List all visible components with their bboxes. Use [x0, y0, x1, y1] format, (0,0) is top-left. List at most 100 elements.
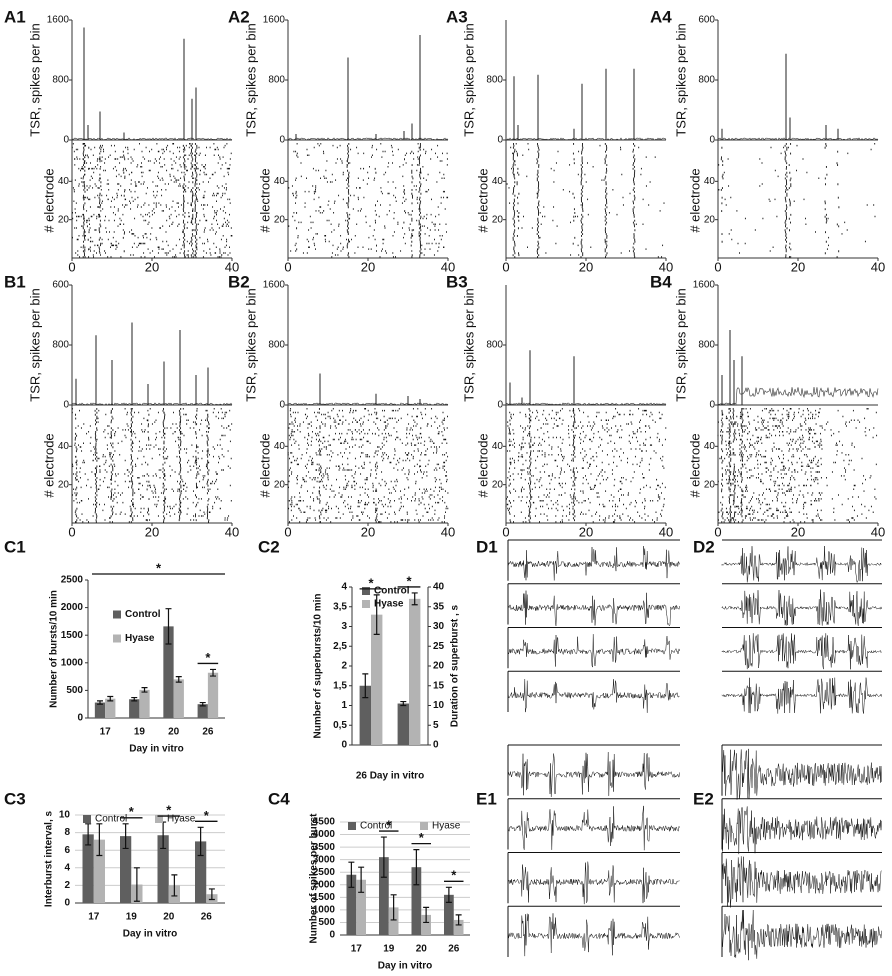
y-tick-label: 800 [698, 340, 715, 351]
bar [93, 839, 105, 903]
y-tick-label: 3500 [313, 842, 336, 853]
raster [506, 143, 665, 258]
voltage-trace [721, 589, 882, 626]
x-axis-label: Day in vitro [378, 961, 432, 972]
legend-label: Hyase [167, 814, 196, 825]
y-tick-label: 0 [497, 135, 503, 146]
y2-tick-label: 30 [433, 621, 445, 632]
legend-swatch [113, 634, 121, 643]
significance-mark: * [205, 650, 211, 665]
y-tick-label: 800 [486, 75, 503, 86]
legend-swatch [113, 610, 121, 619]
bar [409, 598, 421, 745]
y-tick-label: 20 [492, 479, 504, 490]
bar [397, 703, 409, 745]
y2-tick-label: 20 [433, 661, 445, 672]
panel-label: B3 [446, 272, 468, 291]
y-tick-label: 2 [341, 661, 347, 672]
x-tick-label: 20 [361, 524, 375, 539]
y-axis-label: # electrode [41, 168, 56, 232]
legend-swatch [155, 815, 163, 823]
y2-tick-label: 40 [433, 582, 445, 593]
panel-label: A3 [446, 7, 468, 26]
x-tick-label: 17 [100, 727, 112, 738]
y-tick-label: 800 [268, 340, 285, 351]
error-bar [411, 592, 418, 606]
y-tick-label: 0 [279, 135, 285, 146]
y-tick-label: 500 [66, 685, 83, 696]
bar [94, 702, 106, 718]
y-tick-label: 2,5 [333, 641, 347, 652]
error-bar [348, 861, 355, 888]
raster [71, 408, 233, 523]
baseline-activity [71, 137, 233, 141]
significance-mark: * [204, 808, 210, 823]
y-tick-label: 8 [64, 827, 70, 838]
y-axis-label: TSR, spikes per bin [27, 23, 42, 136]
bar [388, 907, 399, 935]
y-tick-label: 3,5 [333, 601, 347, 612]
voltage-trace [507, 679, 680, 713]
y-axis-label: Interburst interval, s [44, 810, 55, 907]
significance-mark: * [386, 818, 392, 833]
y-tick-label: 2 [64, 880, 70, 891]
y-tick-label: 1500 [61, 630, 84, 641]
legend-swatch [420, 822, 428, 830]
bar [359, 685, 371, 745]
bar [207, 672, 219, 718]
legend-label: Control [95, 814, 127, 825]
x-tick-label: 26 [202, 727, 214, 738]
x-tick-label: 0 [68, 524, 75, 539]
y2-tick-label: 35 [433, 601, 445, 612]
y-tick-label: 40 [492, 441, 504, 452]
y-tick-label: 20 [492, 214, 504, 225]
y-tick-label: 10 [59, 810, 71, 821]
x-tick-label: 20 [145, 259, 159, 274]
x-tick-label: 20 [168, 727, 180, 738]
significance-mark: * [406, 573, 412, 588]
y-tick-label: 800 [52, 340, 69, 351]
y2-tick-label: 10 [433, 700, 445, 711]
error-bar [380, 836, 387, 878]
y-tick-label: 3 [341, 621, 347, 632]
error-bar [131, 696, 138, 702]
error-bar [199, 701, 206, 707]
panel-label: D1 [476, 537, 498, 556]
legend-label: Hyase [432, 821, 461, 832]
y-axis-label: TSR, spikes per bin [673, 23, 688, 136]
y-tick-label: 2500 [313, 867, 336, 878]
y-axis-label: TSR, spikes per bin [27, 288, 42, 401]
y-tick-label: 1600 [263, 15, 286, 26]
y-tick-label: 1600 [47, 15, 70, 26]
y-axis-label: Number of spikes per burst [309, 813, 320, 944]
raster [287, 408, 449, 523]
y-tick-label: 2000 [313, 879, 336, 890]
x-tick-label: 0 [68, 259, 75, 274]
legend-label: Control [125, 609, 161, 620]
significance-mark: * [166, 802, 172, 817]
panel-label: C3 [4, 789, 26, 808]
baseline-activity [505, 402, 667, 406]
bar [444, 894, 454, 935]
bar [371, 614, 383, 745]
voltage-trace [507, 913, 680, 957]
baseline-activity [717, 386, 879, 406]
error-bar [96, 823, 103, 857]
y-axis-label: Number of superbursts/10 min [313, 593, 324, 738]
voltage-trace [507, 590, 680, 627]
y-tick-label: 20 [704, 479, 716, 490]
panel-label: E2 [693, 789, 714, 808]
y-axis-label: # electrode [257, 168, 272, 232]
voltage-trace [507, 752, 680, 797]
x-tick-label: 0 [714, 524, 721, 539]
x-tick-label: 26 [448, 944, 460, 955]
y2-axis-label: Duration of superburst , s [450, 604, 461, 727]
panel-label: A2 [228, 7, 250, 26]
x-tick-label: 40 [441, 259, 455, 274]
baseline-activity [717, 137, 879, 141]
x-tick-label: 20 [579, 524, 593, 539]
voltage-trace [721, 633, 882, 670]
panel-label: A4 [650, 7, 672, 26]
y-tick-label: 1600 [263, 280, 286, 291]
